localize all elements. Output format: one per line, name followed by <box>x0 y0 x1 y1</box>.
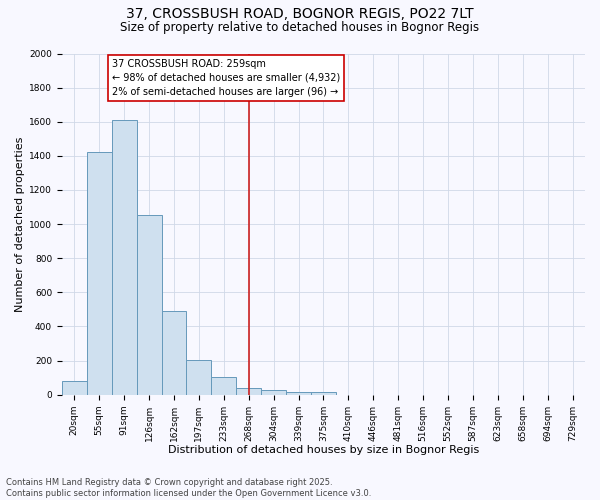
Bar <box>261 390 286 394</box>
Text: 37, CROSSBUSH ROAD, BOGNOR REGIS, PO22 7LT: 37, CROSSBUSH ROAD, BOGNOR REGIS, PO22 7… <box>126 8 474 22</box>
Bar <box>311 392 336 394</box>
Bar <box>87 152 112 394</box>
Bar <box>62 381 87 394</box>
Bar <box>187 360 211 394</box>
Bar <box>161 311 187 394</box>
Bar <box>112 120 137 394</box>
Text: 37 CROSSBUSH ROAD: 259sqm
← 98% of detached houses are smaller (4,932)
2% of sem: 37 CROSSBUSH ROAD: 259sqm ← 98% of detac… <box>112 58 340 96</box>
X-axis label: Distribution of detached houses by size in Bognor Regis: Distribution of detached houses by size … <box>168 445 479 455</box>
Bar <box>236 388 261 394</box>
Text: Size of property relative to detached houses in Bognor Regis: Size of property relative to detached ho… <box>121 21 479 34</box>
Bar <box>137 214 161 394</box>
Text: Contains HM Land Registry data © Crown copyright and database right 2025.
Contai: Contains HM Land Registry data © Crown c… <box>6 478 371 498</box>
Bar <box>286 392 311 394</box>
Bar <box>211 377 236 394</box>
Y-axis label: Number of detached properties: Number of detached properties <box>15 136 25 312</box>
